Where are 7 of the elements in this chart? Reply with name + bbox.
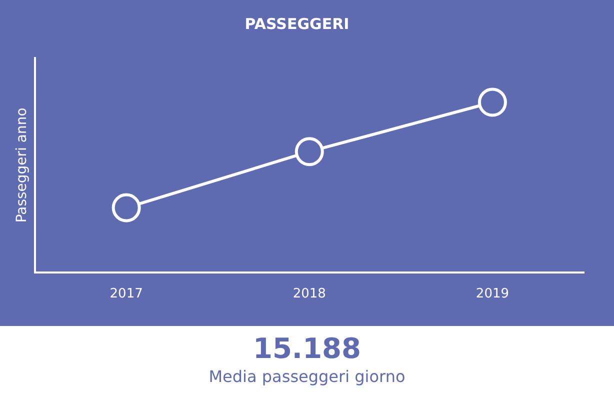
x-tick-label: 2017 <box>110 286 143 302</box>
text: 15.188 <box>252 332 362 366</box>
x-tick-label: 2019 <box>476 286 510 302</box>
chart-title: PASSEGGERI <box>244 14 350 33</box>
y-axis-title: Passeggeri anno <box>14 108 30 223</box>
x-tick-label: 2018 <box>292 286 326 302</box>
text: Media passeggeri giorno <box>208 366 406 388</box>
